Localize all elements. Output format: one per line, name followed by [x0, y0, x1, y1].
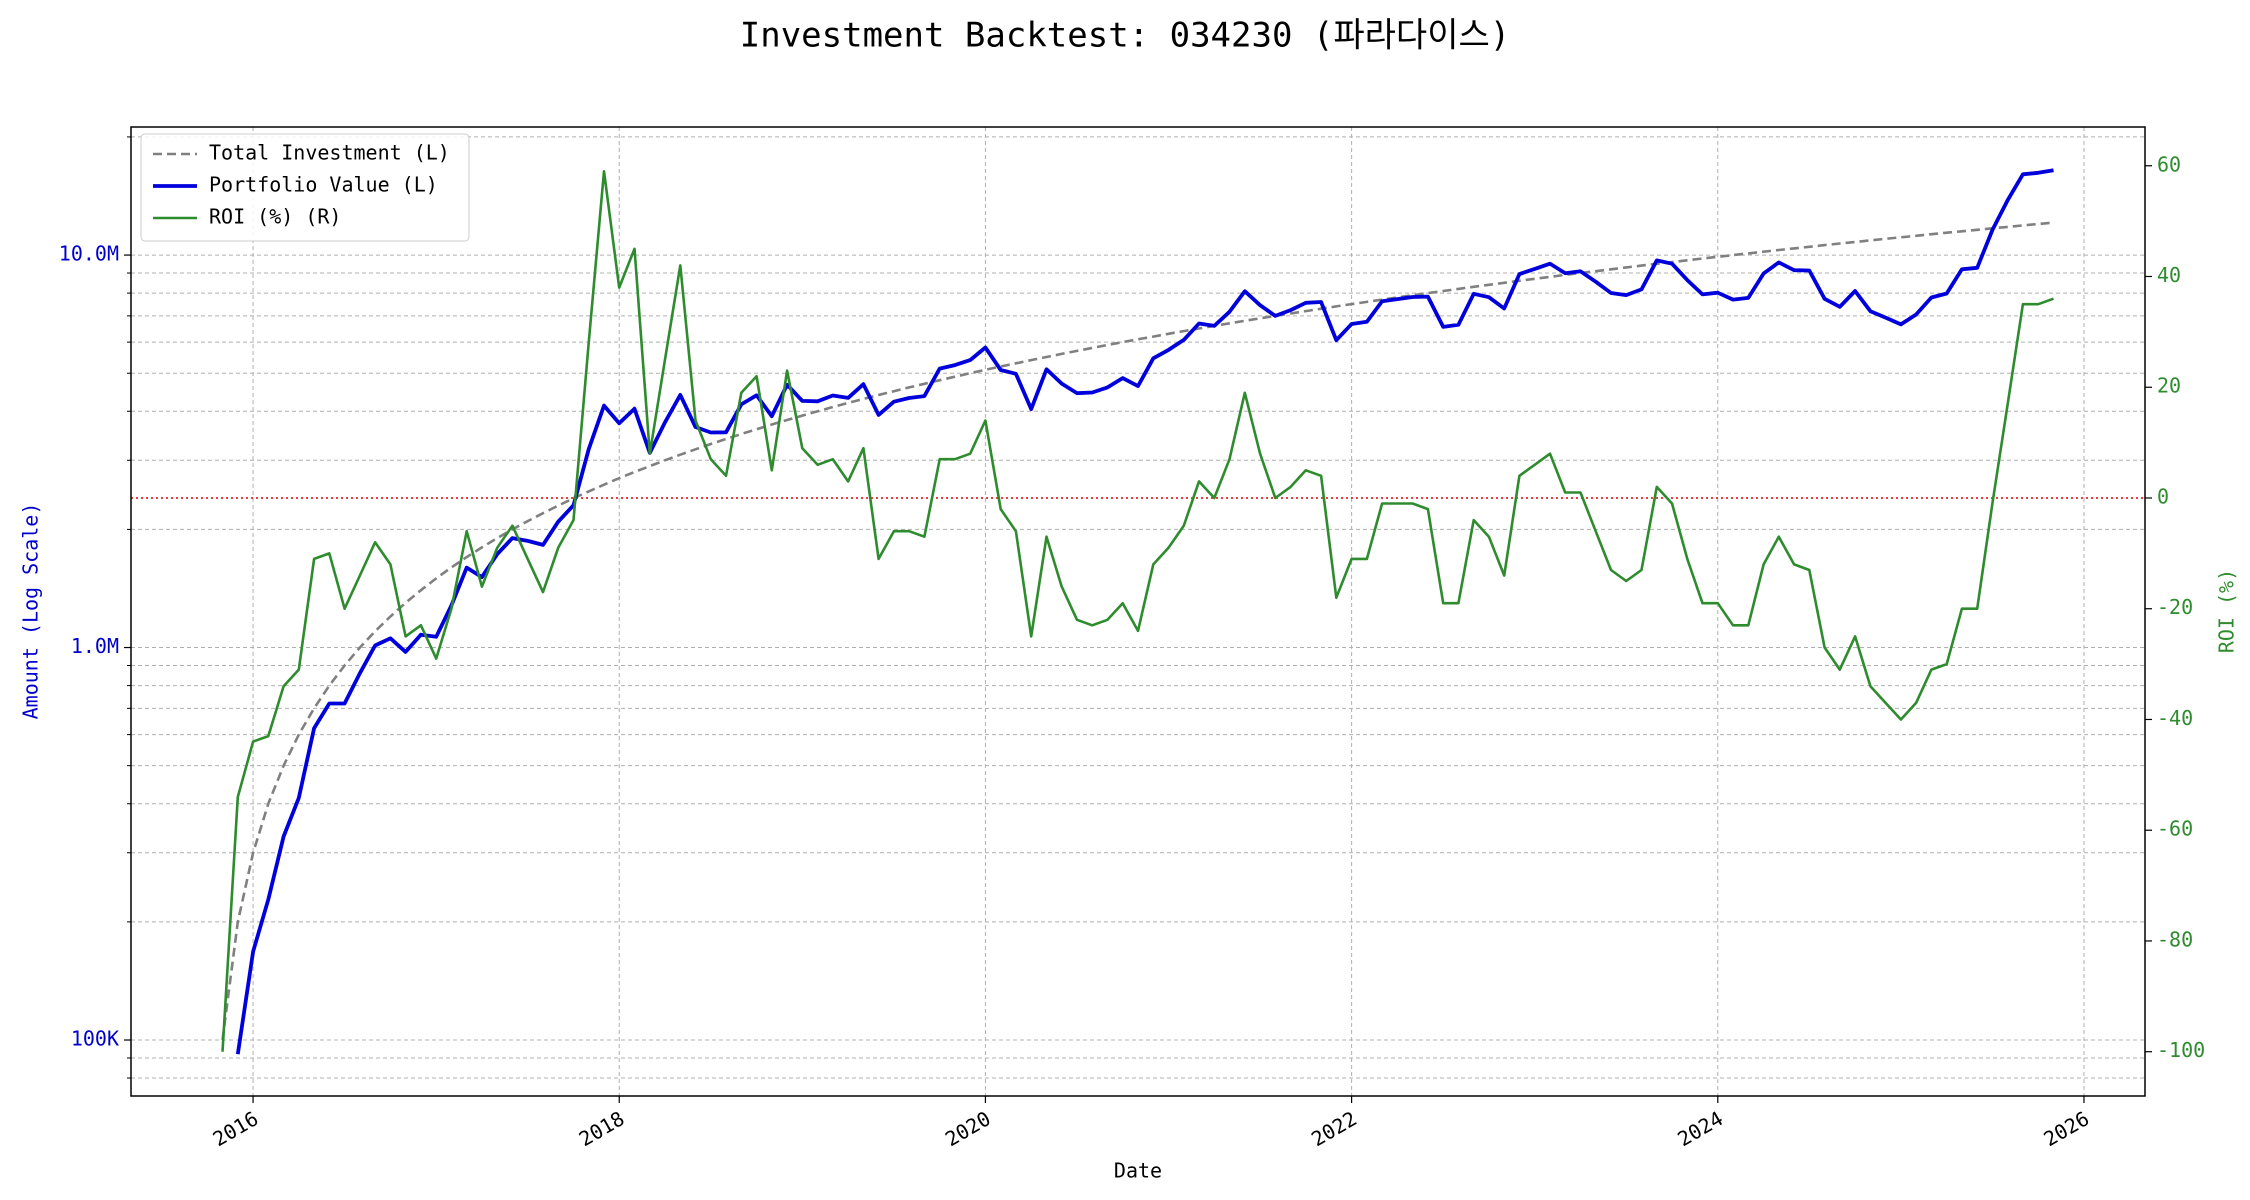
series-line — [221, 221, 2054, 1041]
y2-tick-label: -60 — [2157, 817, 2193, 841]
y-tick-label: 1.0M — [71, 634, 119, 658]
y2-tick-label: 60 — [2157, 152, 2181, 176]
legend-box — [140, 133, 470, 242]
y2-tick-label: -40 — [2157, 706, 2193, 730]
y2-tick-label: 20 — [2157, 374, 2181, 398]
plot-frame — [130, 126, 2146, 1097]
legend: Total Investment (L) Portfolio Value (L) R… — [140, 133, 470, 242]
series-line — [235, 168, 2054, 1055]
legend-label: Total Investment (L) — [209, 141, 450, 165]
y-tick-label: 100K — [71, 1027, 119, 1051]
series-line — [221, 170, 2054, 1052]
x-axis-label: Date — [1114, 1159, 1162, 1183]
y2-tick-label: 0 — [2157, 484, 2169, 508]
y2-axis-label: ROI (%) — [2215, 569, 2239, 653]
y-axis-label: Amount (Log Scale) — [19, 503, 43, 720]
chart-title: Investment Backtest: 034230 (파라다이스) — [740, 16, 1511, 56]
legend-label: Portfolio Value (L) — [209, 173, 438, 197]
y2-tick-label: -100 — [2157, 1038, 2205, 1062]
y-tick-label: 10.0M — [59, 242, 119, 266]
y2-tick-label: -20 — [2157, 595, 2193, 619]
y2-tick-label: -80 — [2157, 927, 2193, 951]
y2-tick-label: 40 — [2157, 263, 2181, 287]
legend-label: ROI (%) (R) — [209, 205, 341, 229]
plot-lines — [131, 168, 2145, 1055]
